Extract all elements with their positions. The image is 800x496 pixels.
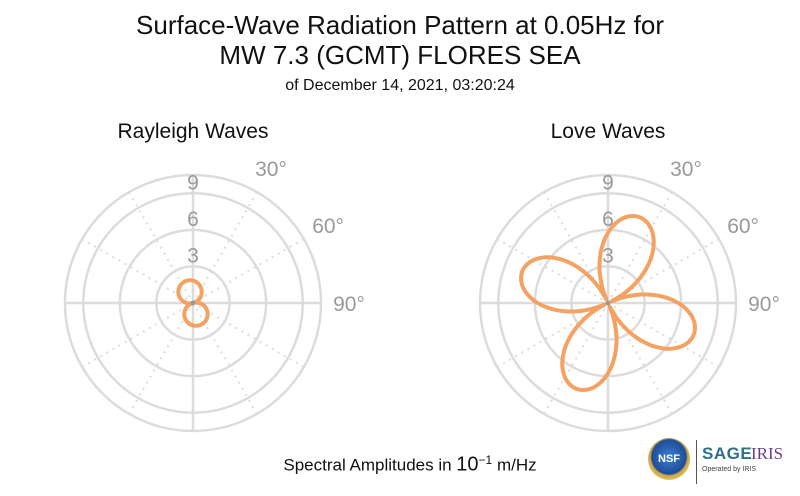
- love-spoke: [496, 238, 609, 304]
- caption-unit-exponent: −1: [478, 453, 493, 467]
- love-spoke: [607, 191, 673, 304]
- nsf-logo: NSF: [648, 438, 690, 480]
- amplitude-units-caption: Spectral Amplitudes in 10−1 m/Hz: [200, 453, 620, 477]
- caption-unit-suffix: m/Hz: [492, 455, 537, 475]
- rayleigh-angle-tick-label: 90°: [333, 293, 365, 316]
- logo-divider: [696, 440, 697, 484]
- love-angle-tick-label: 30°: [670, 158, 702, 181]
- rayleigh-spoke: [192, 238, 305, 304]
- operated-by-text: Operated by IRIS: [702, 466, 757, 473]
- love-radiation-pattern-line: [519, 214, 697, 392]
- rayleigh-spoke: [192, 302, 305, 368]
- rayleigh-spoke: [128, 302, 194, 415]
- rayleigh-spoke: [81, 238, 194, 304]
- love-spoke: [607, 302, 720, 368]
- rayleigh-radial-tick-label: 3: [187, 244, 199, 267]
- rayleigh-angle-tick-label: 30°: [255, 158, 287, 181]
- love-angle-tick-label: 60°: [727, 215, 759, 238]
- rayleigh-center-point: [190, 300, 196, 306]
- rayleigh-plot-title: Rayleigh Waves: [117, 120, 269, 143]
- love-radial-tick-label: 9: [602, 171, 614, 194]
- love-radial-tick-label: 6: [602, 208, 614, 231]
- rayleigh-angle-tick-label: 60°: [312, 215, 344, 238]
- caption-unit-base: 10: [456, 453, 479, 476]
- chart-title-line-3: of December 14, 2021, 03:20:24: [285, 77, 515, 94]
- chart-title-line-2: MW 7.3 (GCMT) FLORES SEA: [219, 40, 581, 70]
- rayleigh-radiation-pattern-line: [176, 278, 210, 328]
- iris-logo-text: IRIS: [751, 444, 784, 463]
- caption-prefix: Spectral Amplitudes in: [283, 455, 457, 475]
- love-center-point: [605, 300, 611, 306]
- love-angle-tick-label: 90°: [748, 293, 780, 316]
- love-radial-tick-label: 3: [602, 244, 614, 267]
- rayleigh-spoke: [192, 191, 258, 304]
- chart-title-line-1: Surface-Wave Radiation Pattern at 0.05Hz…: [136, 10, 664, 40]
- logo-strip: NSF SAGE IRIS Operated by IRIS: [648, 436, 796, 490]
- sage-logo-text: SAGE: [702, 444, 753, 463]
- rayleigh-radial-tick-label: 9: [187, 171, 199, 194]
- rayleigh-radial-tick-label: 6: [187, 208, 199, 231]
- love-spoke: [543, 302, 609, 415]
- rayleigh-spoke: [81, 302, 194, 368]
- love-plot-title: Love Waves: [550, 120, 666, 143]
